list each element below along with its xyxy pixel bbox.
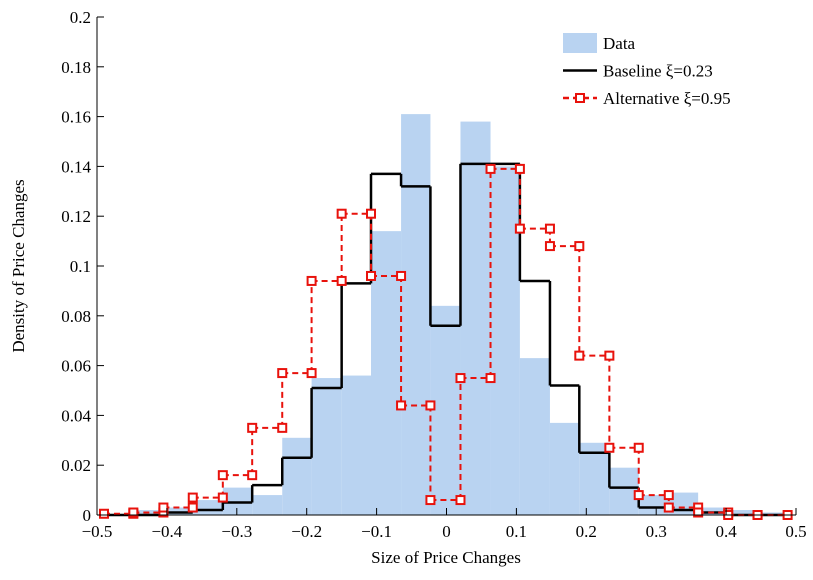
marker bbox=[633, 490, 644, 501]
x-tick-label: −0.4 bbox=[151, 522, 182, 541]
marker bbox=[633, 442, 644, 453]
y-tick-label: 0.06 bbox=[61, 357, 91, 376]
marker bbox=[455, 495, 466, 506]
marker bbox=[514, 163, 525, 174]
marker bbox=[663, 490, 674, 501]
histogram-bar bbox=[252, 495, 283, 515]
marker bbox=[574, 241, 585, 252]
marker bbox=[336, 275, 347, 286]
y-tick-label: 0.16 bbox=[61, 108, 91, 127]
x-tick-label: −0.5 bbox=[82, 522, 113, 541]
legend-label: Alternative ξ=0.95 bbox=[603, 89, 731, 108]
marker bbox=[604, 350, 615, 361]
x-tick-label: 0.5 bbox=[785, 522, 806, 541]
histogram-bar bbox=[460, 121, 491, 515]
y-tick-label: 0.18 bbox=[61, 58, 91, 77]
histogram-bar bbox=[282, 437, 312, 515]
marker bbox=[247, 422, 258, 433]
y-tick-label: 0 bbox=[83, 506, 92, 525]
y-tick-label: 0.12 bbox=[61, 207, 91, 226]
histogram-bar bbox=[401, 114, 431, 516]
marker bbox=[277, 422, 288, 433]
x-tick-label: −0.3 bbox=[221, 522, 252, 541]
marker bbox=[366, 208, 377, 219]
x-tick-label: −0.2 bbox=[291, 522, 322, 541]
marker bbox=[187, 492, 198, 503]
marker bbox=[306, 368, 317, 379]
histogram-bar bbox=[728, 510, 758, 515]
marker bbox=[277, 368, 288, 379]
marker bbox=[455, 373, 466, 384]
histogram-bar bbox=[430, 305, 461, 515]
y-axis-label: Density of Price Changes bbox=[9, 179, 28, 352]
histogram-bar bbox=[490, 166, 520, 515]
marker bbox=[485, 373, 496, 384]
marker bbox=[425, 495, 436, 506]
marker bbox=[98, 508, 109, 519]
y-tick-label: 0.04 bbox=[61, 406, 91, 425]
marker bbox=[485, 163, 496, 174]
marker bbox=[425, 400, 436, 411]
marker bbox=[158, 502, 169, 513]
marker bbox=[366, 270, 377, 281]
histogram-bar bbox=[549, 422, 580, 515]
x-tick-label: −0.1 bbox=[361, 522, 392, 541]
x-axis-label: Size of Price Changes bbox=[371, 548, 521, 567]
marker bbox=[514, 223, 525, 234]
histogram-bar bbox=[638, 495, 669, 515]
marker bbox=[396, 400, 407, 411]
legend-marker bbox=[575, 93, 585, 103]
legend-label: Data bbox=[603, 34, 636, 53]
y-tick-label: 0.08 bbox=[61, 307, 91, 326]
histogram-bar bbox=[519, 358, 550, 515]
marker bbox=[663, 502, 674, 513]
marker bbox=[306, 275, 317, 286]
marker bbox=[247, 470, 258, 481]
x-tick-label: 0.4 bbox=[715, 522, 737, 541]
histogram-bar bbox=[311, 378, 342, 515]
marker bbox=[336, 208, 347, 219]
marker bbox=[217, 492, 228, 503]
histogram-bar bbox=[371, 231, 402, 515]
y-tick-label: 0.1 bbox=[70, 257, 91, 276]
histogram-bar bbox=[579, 442, 610, 515]
legend-label: Baseline ξ=0.23 bbox=[603, 62, 713, 81]
marker bbox=[544, 241, 555, 252]
marker bbox=[217, 470, 228, 481]
y-tick-label: 0.14 bbox=[61, 157, 91, 176]
x-tick-label: 0.1 bbox=[506, 522, 527, 541]
y-tick-label: 0.02 bbox=[61, 456, 91, 475]
legend-swatch bbox=[563, 33, 597, 53]
x-tick-label: 0.3 bbox=[646, 522, 667, 541]
marker bbox=[128, 507, 139, 518]
marker bbox=[574, 350, 585, 361]
histogram-bar bbox=[341, 375, 372, 515]
marker bbox=[187, 502, 198, 513]
marker bbox=[396, 270, 407, 281]
x-tick-label: 0.2 bbox=[576, 522, 597, 541]
marker bbox=[604, 442, 615, 453]
marker bbox=[693, 507, 704, 518]
marker bbox=[544, 223, 555, 234]
x-tick-label: 0 bbox=[442, 522, 451, 541]
y-tick-label: 0.2 bbox=[70, 8, 91, 27]
